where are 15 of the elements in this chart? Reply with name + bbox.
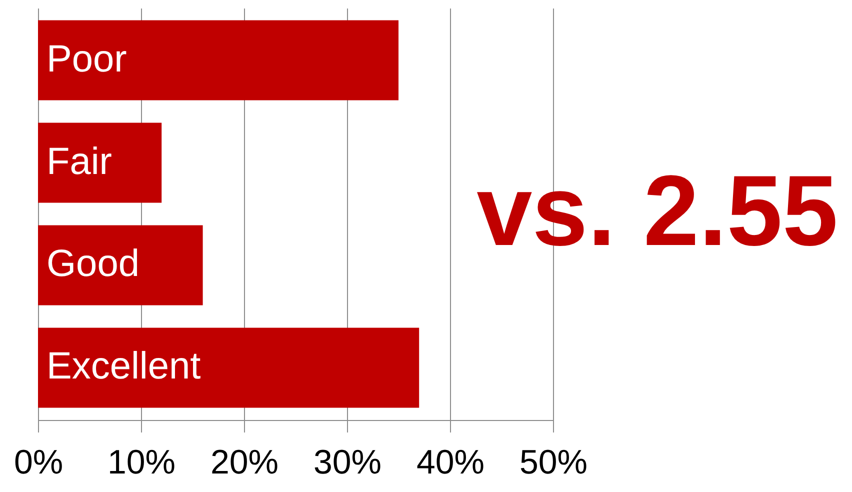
- y-tick-label: Poor: [46, 38, 128, 80]
- x-tick-label: 40%: [416, 444, 485, 482]
- y-tick-label: Excellent: [46, 346, 202, 388]
- x-tick-label: 20%: [210, 444, 279, 482]
- y-tick-label: Fair: [46, 140, 112, 183]
- bar: [38, 20, 398, 100]
- annotation: vs. 2.55: [476, 155, 838, 267]
- y-tick-label: Good: [46, 243, 140, 286]
- bar: [38, 225, 203, 306]
- bar: [38, 328, 420, 408]
- x-tick-label: 0%: [14, 444, 64, 482]
- x-tick-label: 50%: [519, 444, 588, 482]
- bar: [38, 122, 162, 203]
- x-tick-label: 30%: [313, 444, 382, 482]
- x-tick-label: 10%: [107, 444, 176, 482]
